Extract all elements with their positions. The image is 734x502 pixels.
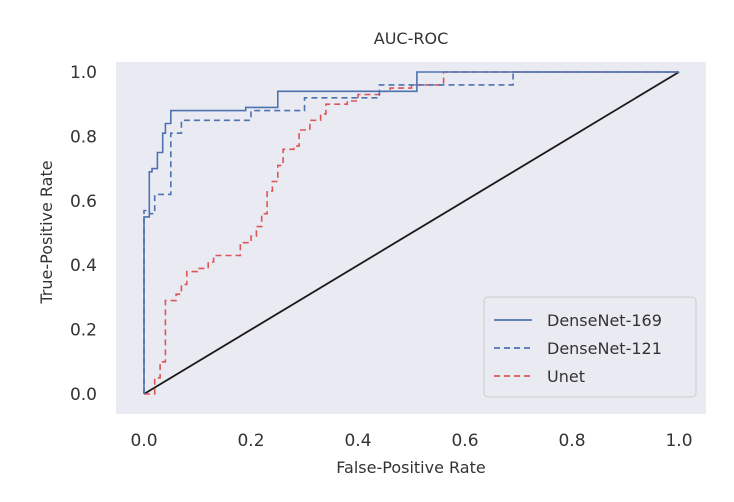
x-tick-label: 0.4 [344, 431, 371, 451]
legend: DenseNet-169 DenseNet-121 Unet [483, 296, 697, 398]
x-tick-label: 0.0 [130, 431, 157, 451]
legend-label-unet: Unet [547, 367, 585, 386]
y-tick-labels: 0.0 0.2 0.4 0.6 0.8 1.0 [70, 63, 97, 405]
series-line-densenet-169 [143, 71, 679, 394]
x-tick-label: 1.0 [665, 431, 692, 451]
y-tick-label: 0.8 [70, 127, 97, 147]
y-axis-title: True-Positive Rate [37, 160, 56, 304]
y-tick-label: 0.2 [70, 321, 97, 341]
x-tick-label: 0.8 [558, 431, 585, 451]
series-layer [143, 71, 680, 395]
y-tick-label: 0.4 [70, 256, 97, 276]
legend-box [483, 296, 697, 398]
series-line-diagonal-reference [143, 71, 680, 395]
x-tick-labels: 0.0 0.2 0.4 0.6 0.8 1.0 [130, 431, 692, 451]
legend-label-densenet-169: DenseNet-169 [547, 311, 662, 330]
y-tick-label: 0.6 [70, 192, 97, 212]
y-tick-label: 1.0 [70, 63, 97, 83]
chart-title: AUC-ROC [374, 29, 448, 48]
x-tick-label: 0.6 [451, 431, 478, 451]
series-line-unet [144, 71, 679, 395]
x-axis-title: False-Positive Rate [336, 458, 485, 477]
x-tick-label: 0.2 [237, 431, 264, 451]
legend-label-densenet-121: DenseNet-121 [547, 339, 662, 358]
y-tick-label: 0.0 [70, 385, 97, 405]
